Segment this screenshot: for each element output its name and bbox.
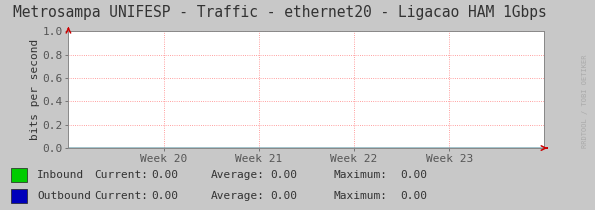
Text: Average:: Average: <box>211 170 265 180</box>
Text: 0.00: 0.00 <box>152 191 178 201</box>
Text: Metrosampa UNIFESP - Traffic - ethernet20 - Ligacao HAM 1Gbps: Metrosampa UNIFESP - Traffic - ethernet2… <box>12 5 547 20</box>
Text: Current:: Current: <box>94 191 148 201</box>
Text: 0.00: 0.00 <box>152 170 178 180</box>
Text: 0.00: 0.00 <box>400 191 427 201</box>
Text: Inbound: Inbound <box>37 170 84 180</box>
Text: 0.00: 0.00 <box>271 191 298 201</box>
Text: Maximum:: Maximum: <box>333 170 387 180</box>
Text: 0.00: 0.00 <box>400 170 427 180</box>
Text: 0.00: 0.00 <box>271 170 298 180</box>
Text: RRDTOOL / TOBI OETIKER: RRDTOOL / TOBI OETIKER <box>582 54 588 148</box>
Text: Current:: Current: <box>94 170 148 180</box>
Y-axis label: bits per second: bits per second <box>30 39 40 140</box>
Text: Average:: Average: <box>211 191 265 201</box>
Text: Outbound: Outbound <box>37 191 91 201</box>
Text: Maximum:: Maximum: <box>333 191 387 201</box>
